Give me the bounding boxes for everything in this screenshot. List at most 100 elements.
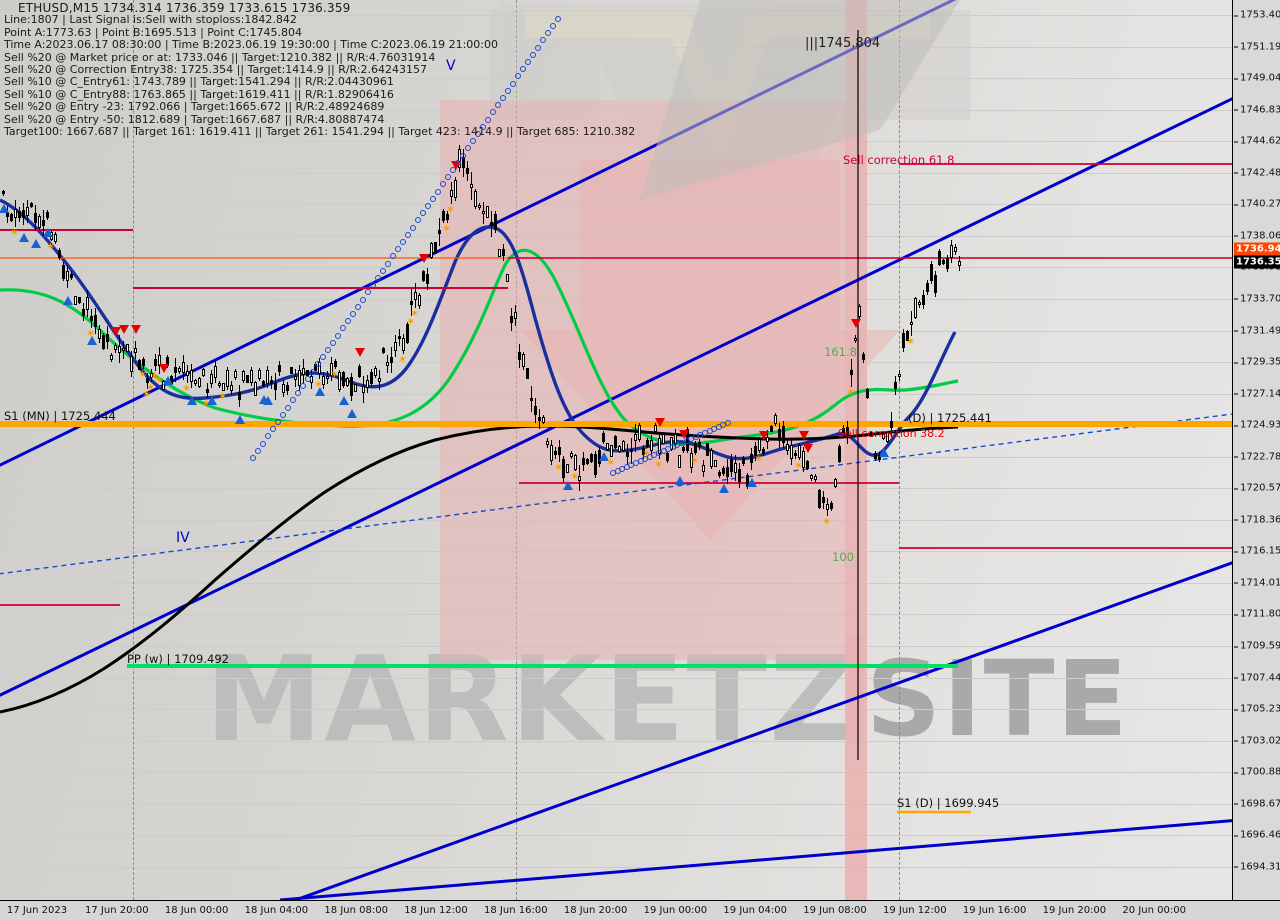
candle-body: [958, 260, 961, 266]
candle-body: [86, 297, 89, 311]
parabolic-sar-dot: [485, 116, 491, 123]
price-axis[interactable]: 1753.40 1751.19 1749.04 1746.83 1744.62 1742.…: [1232, 0, 1280, 900]
star-marker: ✶: [142, 388, 152, 402]
parabolic-sar-dot: [375, 275, 381, 281]
candle-body: [46, 212, 49, 219]
parabolic-sar-dot: [250, 455, 256, 461]
buy-signal-arrow: [599, 452, 609, 462]
candle-body: [750, 454, 753, 463]
candle-body: [262, 381, 265, 387]
price-tick: 1718.36: [1233, 514, 1280, 526]
time-tick: 17 Jun 2023: [6, 905, 68, 916]
candle-body: [698, 441, 701, 448]
candle-body: [2, 191, 5, 194]
parabolic-sar-dot: [315, 361, 321, 368]
candle-body: [590, 454, 593, 462]
star-marker: ✶: [570, 470, 580, 484]
candle-body: [26, 207, 29, 216]
time-tick: 18 Jun 12:00: [404, 905, 468, 916]
candle-body: [526, 368, 529, 379]
buy-signal-arrow: [0, 203, 9, 213]
price-tick: 1700.88: [1233, 766, 1280, 778]
candle-body: [490, 222, 493, 226]
candle-body: [874, 452, 877, 459]
parabolic-sar-dot: [310, 368, 316, 375]
parabolic-sar-dot: [505, 87, 511, 94]
candle-body: [522, 354, 525, 368]
candle-body: [438, 229, 441, 234]
price-tick: 1746.83: [1233, 104, 1280, 116]
parabolic-sar-dot: [360, 296, 366, 303]
candle-body: [846, 427, 849, 438]
star-marker: ✶: [846, 385, 856, 399]
candle-body: [346, 377, 349, 387]
candle-body: [246, 375, 249, 384]
candle-body: [914, 298, 917, 318]
candle-body: [194, 380, 197, 385]
candle-body: [502, 248, 505, 256]
star-marker: ✶: [86, 326, 96, 340]
parabolic-sar-dot: [475, 131, 481, 137]
time-axis[interactable]: 17 Jun 2023 17 Jun 20:00 18 Jun 00:00 18 Ju…: [0, 900, 1280, 920]
chart-plot-area[interactable]: MARKETZ SITE: [0, 0, 1232, 900]
star-marker: ✶: [642, 447, 652, 461]
info-line: Sell %20 @ Correction Entry38: 1725.354 …: [4, 63, 428, 77]
info-line: Sell %20 @ Entry -50: 1812.689 | Target:…: [4, 112, 385, 126]
parabolic-sar-dot: [415, 217, 421, 224]
price-tick: 1709.59: [1233, 640, 1280, 652]
price-tick: 1707.44: [1233, 672, 1280, 684]
gridline: [0, 78, 1232, 80]
candle-body: [34, 213, 37, 223]
info-line: Point A:1773.63 | Point B:1695.513 | Poi…: [4, 25, 302, 39]
candle-body: [858, 305, 861, 318]
candle-body: [718, 472, 721, 477]
candle-body: [482, 211, 485, 215]
candle-body: [242, 371, 245, 382]
candle-body: [110, 355, 113, 361]
parabolic-sar-dot: [550, 23, 556, 29]
parabolic-sar-dot: [460, 152, 466, 159]
parabolic-sar-dot: [405, 231, 411, 238]
buy-signal-arrow: [675, 476, 685, 486]
candle-body: [390, 356, 393, 363]
candle-body: [230, 385, 233, 392]
candle-body: [902, 333, 905, 349]
parabolic-sar-dot: [385, 260, 391, 267]
candle-body: [922, 294, 925, 305]
candle-body: [466, 168, 469, 175]
gridline: [0, 15, 1232, 16]
candle-body: [410, 300, 413, 305]
candle-body: [190, 370, 193, 382]
candle-body: [606, 443, 609, 451]
candle-body: [566, 464, 569, 473]
parabolic-sar-dot: [295, 390, 301, 397]
candle-body: [838, 445, 841, 463]
candle-body: [542, 416, 545, 423]
buy-signal-arrow: [187, 395, 197, 405]
candle-body: [478, 204, 481, 209]
candle-body: [382, 348, 385, 353]
candle-body: [778, 429, 781, 442]
candle-body: [742, 458, 745, 464]
candle-body: [602, 433, 605, 442]
wave-label-iv: IV: [176, 530, 190, 546]
wave-label-v: V: [446, 58, 456, 74]
candle-body: [738, 468, 741, 483]
buy-signal-arrow: [207, 396, 217, 406]
parabolic-sar-dot: [530, 51, 536, 58]
star-marker: ✶: [10, 225, 20, 239]
candle-body: [882, 434, 885, 440]
parabolic-sar-dot: [300, 383, 306, 389]
candle-body: [274, 383, 277, 391]
candle-body: [182, 361, 185, 374]
chart-overlays: [0, 0, 1232, 900]
time-tick: 18 Jun 08:00: [324, 905, 388, 916]
candle-body: [550, 445, 553, 461]
candle-body: [342, 372, 345, 387]
star-marker: ✶: [554, 460, 564, 474]
candle-body: [806, 460, 809, 469]
candle-body: [650, 439, 653, 452]
candle-body: [174, 366, 177, 373]
star-marker: ✶: [150, 370, 160, 384]
